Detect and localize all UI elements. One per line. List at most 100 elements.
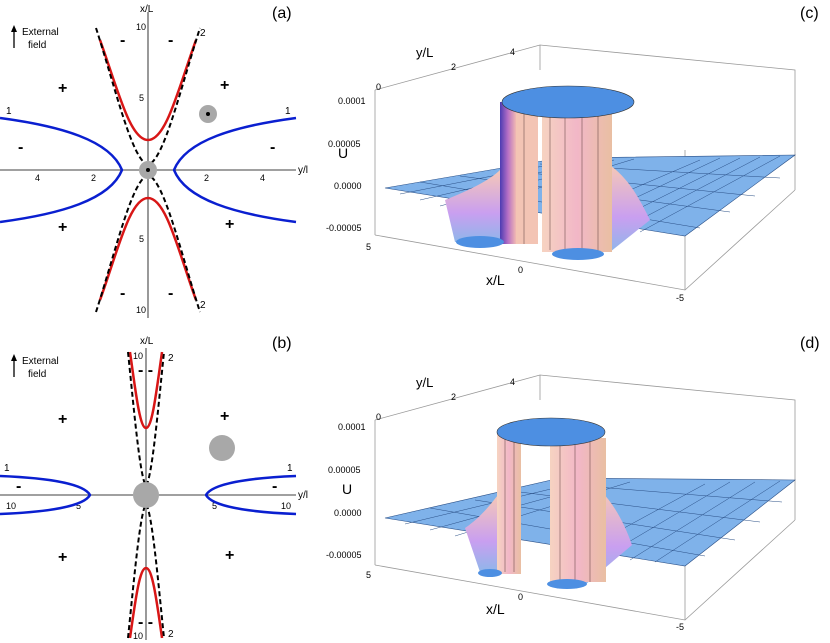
panel-b: (b) External field x/L y/l 10 10 10 5 5 … <box>0 335 308 641</box>
tick: 10 <box>6 501 16 511</box>
tick: 0.0001 <box>338 96 366 106</box>
tick: 0 <box>518 592 523 602</box>
well-right <box>600 165 650 252</box>
wall-right <box>542 108 612 252</box>
arrow-head-icon <box>11 354 17 361</box>
tick: 4 <box>510 377 515 387</box>
axis-x-label: x/L <box>140 4 154 15</box>
external-field-label-2: field <box>28 40 46 51</box>
red-curve-top <box>98 39 198 142</box>
blue-curve-right <box>172 116 297 224</box>
tick: -0.00005 <box>326 550 362 560</box>
particle-center <box>133 482 159 508</box>
tick: 0.0001 <box>338 422 366 432</box>
sign: - - <box>138 614 153 631</box>
axis-z-label: U <box>338 145 348 161</box>
sign: - <box>16 478 21 495</box>
sign: - <box>120 285 125 302</box>
tick: 4 <box>510 47 515 57</box>
curve-label: 1 <box>4 463 10 474</box>
tick: 2 <box>204 173 209 183</box>
axis-y-label: y/l <box>298 165 308 176</box>
external-field-label-2: field <box>28 369 46 380</box>
panel-d: (d) y/L x/L U 0 <box>326 335 820 632</box>
sign: + <box>58 411 67 428</box>
blue-curve-left <box>0 474 92 516</box>
tick: 2 <box>451 62 456 72</box>
sign: - <box>120 32 125 49</box>
tick: 0 <box>376 412 381 422</box>
red-curve-bottom <box>128 566 164 639</box>
arrow-head-icon <box>11 25 17 32</box>
well-bottom-right <box>547 579 587 589</box>
axis-z-label: U <box>342 481 352 497</box>
curve-label: 2 <box>168 629 174 640</box>
tick: 5 <box>76 501 81 511</box>
dashed-curve-bottom <box>127 502 165 639</box>
tick: 5 <box>139 93 144 103</box>
wall-left-front <box>516 102 538 244</box>
column-top <box>501 85 635 119</box>
panel-d-label: (d) <box>800 335 820 352</box>
sign: + <box>58 549 67 566</box>
tick: 5 <box>366 242 371 252</box>
axis-y-label: y/L <box>416 375 433 390</box>
wall-left <box>497 432 521 574</box>
well-bottom-left <box>456 236 504 248</box>
well-left <box>445 170 500 242</box>
axis-y-label: y/l <box>298 490 308 501</box>
tick: 0.00005 <box>328 465 361 475</box>
axis-x-label: x/L <box>486 601 505 617</box>
blue-curve-right <box>204 474 297 516</box>
particle-dot-icon <box>146 168 150 172</box>
dashed-curve-top <box>127 351 165 488</box>
tick: 5 <box>212 501 217 511</box>
sign: + <box>58 80 67 97</box>
panel-c: (c) <box>326 5 819 303</box>
sign: - <box>168 32 173 49</box>
curve-label: 1 <box>6 106 12 117</box>
axis-y-label: y/L <box>416 45 433 60</box>
curve-label: 1 <box>287 463 293 474</box>
curve-label: 2 <box>200 28 206 39</box>
red-curve-top <box>128 351 164 430</box>
wall-lines <box>523 104 599 252</box>
sign: + <box>225 216 234 233</box>
wall-left <box>500 102 516 244</box>
wall-lines <box>504 434 591 582</box>
tick: 2 <box>91 173 96 183</box>
tick: 10 <box>281 501 291 511</box>
tick: 10 <box>133 351 143 361</box>
tick: 0.0000 <box>334 508 362 518</box>
sign: - <box>272 478 277 495</box>
tick: 2 <box>451 392 456 402</box>
tick: 0 <box>518 265 523 275</box>
external-field-label-1: External <box>22 27 59 38</box>
particle-offset <box>209 435 235 461</box>
curve-label: 2 <box>168 353 174 364</box>
tick: 10 <box>136 22 146 32</box>
tick: 10 <box>136 305 146 315</box>
blue-curve-left <box>0 116 124 224</box>
panel-a: (a) External field x/L y/l 10 5 5 10 4 2… <box>0 4 308 318</box>
sign: + <box>220 77 229 94</box>
tick: 0 <box>376 82 381 92</box>
tick: -0.00005 <box>326 223 362 233</box>
sign: - <box>270 139 275 156</box>
sign: + <box>225 547 234 564</box>
panel-c-label: (c) <box>800 5 819 22</box>
axis-x-label: x/L <box>140 336 154 347</box>
tick: 5 <box>366 570 371 580</box>
tick: 10 <box>133 631 143 641</box>
tick: -5 <box>676 293 684 303</box>
particle-dot-icon <box>206 112 210 116</box>
curve-label: 1 <box>285 106 291 117</box>
tick: -5 <box>676 622 684 632</box>
curve-label: 2 <box>200 300 206 311</box>
sign: - - <box>138 362 153 379</box>
well-left <box>465 495 498 572</box>
tick: 0.00005 <box>328 139 361 149</box>
sign: - <box>168 285 173 302</box>
well-bottom-right <box>552 248 604 260</box>
column-top <box>496 417 606 447</box>
